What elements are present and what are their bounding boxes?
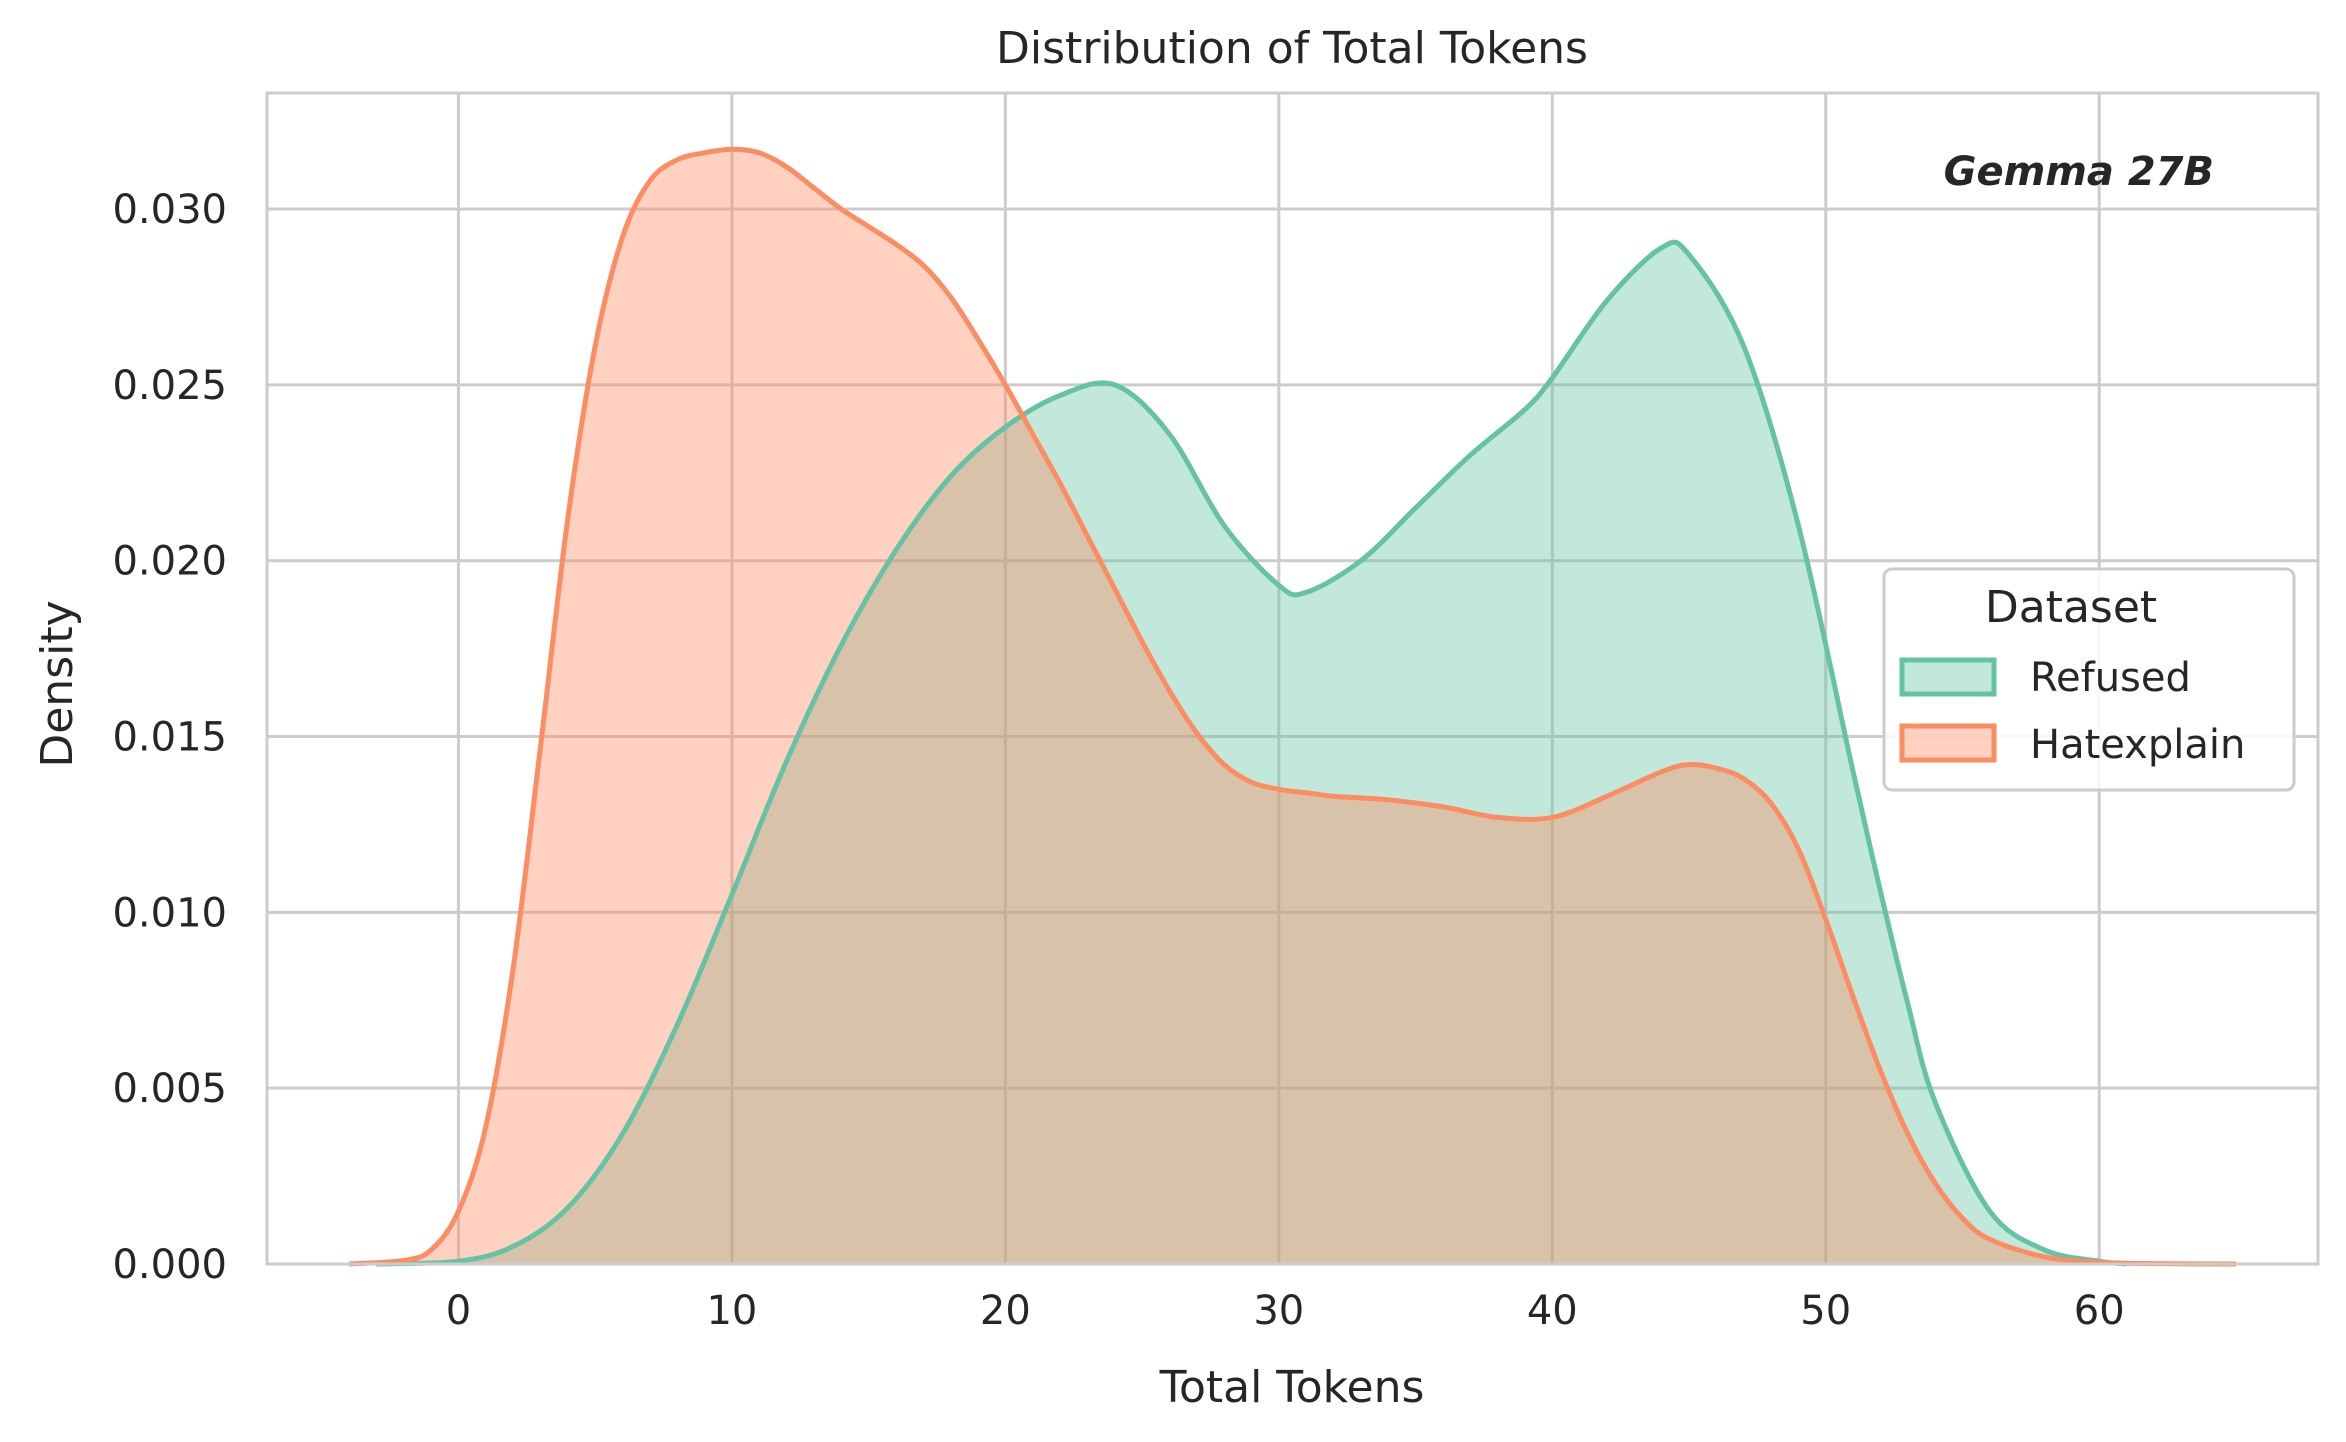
x-tick-label: 60 (2074, 1288, 2125, 1334)
area-hatexplain (349, 149, 2236, 1264)
x-tick-label: 30 (1253, 1288, 1304, 1334)
legend: Dataset Refused Hatexplain (1882, 567, 2296, 792)
y-axis-label: Density (32, 600, 83, 767)
x-tick-label: 10 (706, 1288, 757, 1334)
chart-title: Distribution of Total Tokens (996, 23, 1588, 74)
legend-swatch-refused (1899, 657, 1997, 697)
legend-label-hatexplain: Hatexplain (2030, 722, 2245, 768)
x-tick-label: 20 (980, 1288, 1031, 1334)
plot-frame (265, 91, 2320, 1266)
line-refused (376, 239, 2127, 1267)
series-lines (348, 146, 2236, 1267)
legend-label-refused: Refused (2030, 655, 2191, 701)
legend-box (1882, 567, 2296, 792)
y-tick-label: 0.030 (112, 187, 227, 233)
y-tick-label: 0.000 (112, 1242, 227, 1288)
y-tick-label: 0.015 (112, 715, 227, 761)
series-areas (349, 149, 2236, 1265)
legend-title: Dataset (1985, 582, 2157, 633)
y-tick-label: 0.005 (112, 1066, 227, 1112)
y-tick-label: 0.010 (112, 890, 227, 936)
legend-swatch-hatexplain (1899, 723, 1997, 763)
y-tick-labels: 0.000 0.005 0.010 0.015 0.020 0.025 0.030 (112, 187, 227, 1288)
x-tick-label: 40 (1527, 1288, 1578, 1334)
x-tick-labels: 0 10 20 30 40 50 60 (446, 1288, 2125, 1334)
area-refused (376, 242, 2127, 1265)
line-hatexplain (348, 146, 2236, 1267)
x-tick-label: 50 (1800, 1288, 1851, 1334)
model-annotation: Gemma 27B (1944, 149, 2214, 195)
y-tick-label: 0.025 (112, 363, 227, 409)
x-axis-label: Total Tokens (1159, 1362, 1425, 1413)
grid-lines (267, 93, 2318, 1266)
y-tick-label: 0.020 (112, 539, 227, 585)
x-tick-label: 0 (446, 1288, 471, 1334)
